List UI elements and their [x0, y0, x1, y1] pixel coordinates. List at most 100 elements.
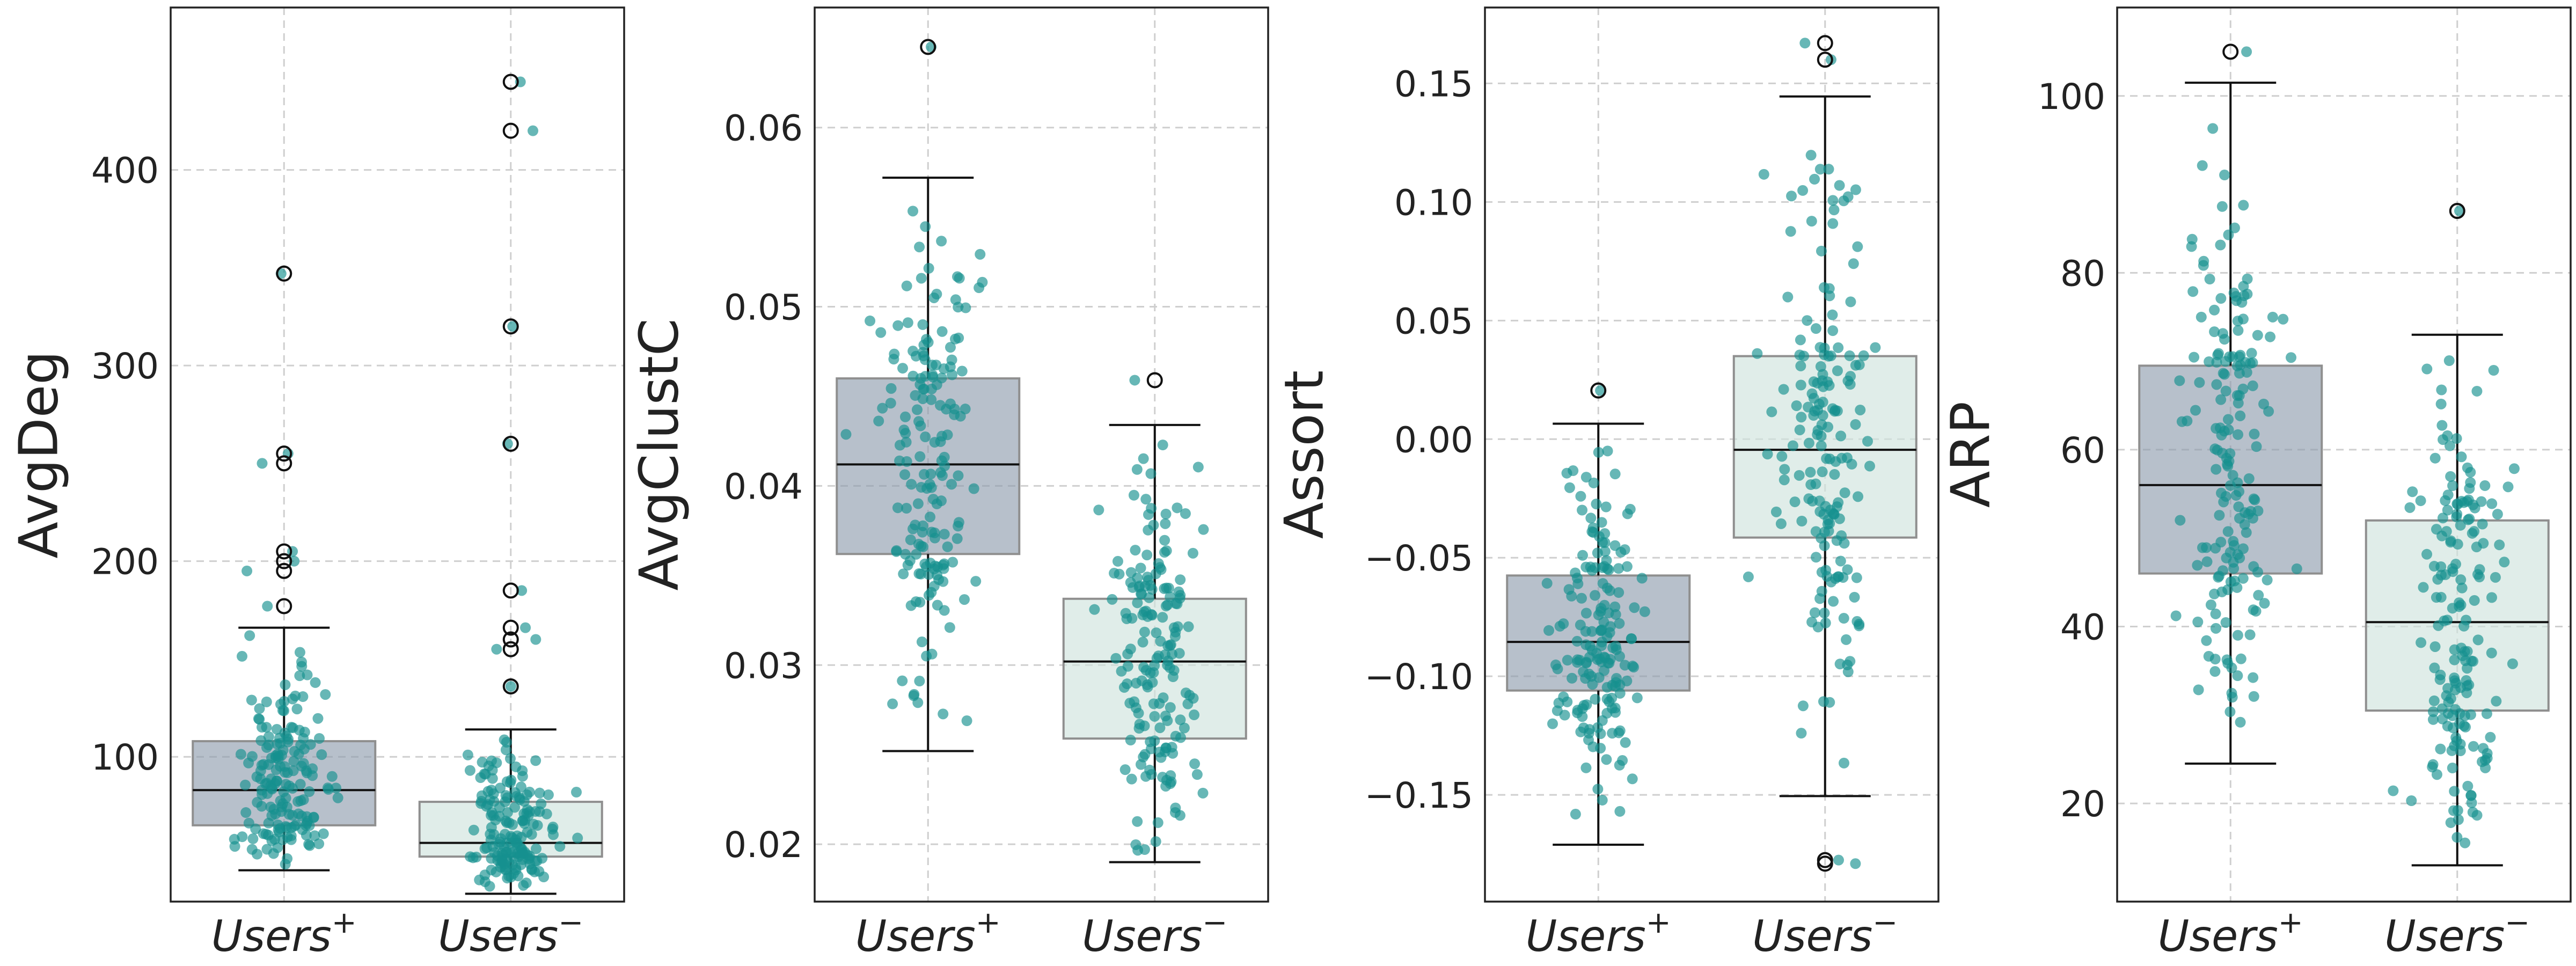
data-point: [1827, 309, 1838, 320]
outlier-marker: [276, 598, 292, 614]
data-point: [1825, 350, 1836, 362]
outlier-marker: [276, 543, 292, 560]
data-point: [235, 749, 246, 760]
data-point: [1829, 406, 1840, 417]
data-point: [2197, 160, 2208, 171]
data-point: [2478, 538, 2489, 549]
data-point: [2454, 206, 2465, 217]
x-tick-label: Users−: [2384, 905, 2530, 961]
data-point: [961, 715, 972, 727]
data-point: [1835, 430, 1847, 442]
data-point: [1814, 342, 1826, 353]
data-point: [2436, 384, 2447, 396]
data-point: [1817, 466, 1828, 478]
data-point: [1543, 625, 1555, 636]
data-point: [571, 787, 582, 798]
data-point: [2207, 123, 2219, 134]
data-point: [313, 838, 325, 850]
y-tick-label: 0.15: [1394, 63, 1473, 105]
data-point: [2238, 200, 2249, 211]
data-point: [1597, 578, 1608, 589]
data-point: [1175, 590, 1186, 601]
data-point: [1575, 491, 1586, 502]
data-point: [2438, 434, 2449, 445]
data-point: [936, 455, 947, 466]
data-point: [538, 872, 550, 883]
data-point: [1160, 518, 1171, 529]
data-point: [914, 451, 926, 462]
data-point: [2197, 542, 2208, 553]
data-point: [2234, 552, 2245, 564]
data-point: [332, 792, 343, 803]
chart-panel-arp: 20 40 60 80 100 Users+ Users− ARP: [1940, 6, 2572, 961]
data-point: [1631, 692, 1643, 704]
data-point: [926, 648, 938, 660]
y-tick-label: 200: [91, 541, 159, 583]
data-point: [1626, 633, 1637, 644]
data-point: [302, 669, 313, 680]
data-point: [280, 679, 291, 690]
data-point: [271, 723, 282, 735]
data-point: [272, 842, 283, 853]
data-point: [2229, 575, 2240, 587]
data-point: [900, 548, 911, 560]
data-point: [1598, 617, 1609, 628]
data-point: [885, 383, 897, 394]
data-point: [2230, 490, 2242, 501]
data-point: [2431, 524, 2442, 535]
data-point: [273, 753, 284, 765]
data-point: [1572, 705, 1583, 716]
data-point: [287, 782, 298, 794]
data-point: [501, 737, 512, 748]
data-point: [1595, 743, 1606, 754]
data-point: [1797, 700, 1809, 712]
data-point: [1587, 679, 1598, 690]
data-point: [1187, 547, 1198, 559]
data-point: [526, 829, 537, 840]
data-point: [916, 273, 927, 284]
data-point: [2486, 647, 2497, 658]
data-point: [908, 370, 919, 382]
data-point: [2198, 260, 2209, 271]
data-point: [2170, 610, 2182, 621]
data-point: [923, 262, 934, 274]
data-point: [1849, 591, 1860, 603]
data-point: [547, 822, 559, 833]
y-tick-label: 0.05: [724, 287, 803, 328]
data-point: [2218, 368, 2229, 379]
data-point: [2210, 623, 2221, 634]
data-point: [1157, 772, 1168, 783]
data-point: [2490, 572, 2501, 583]
data-point: [304, 786, 315, 797]
data-point: [2263, 406, 2274, 417]
data-point: [947, 557, 958, 568]
data-point: [2174, 375, 2185, 386]
data-point: [504, 753, 516, 764]
data-point: [2451, 433, 2462, 444]
data-point: [2492, 509, 2503, 520]
data-point: [1817, 397, 1828, 408]
data-point: [2468, 741, 2479, 752]
outlier-marker: [276, 562, 292, 579]
data-point: [2446, 745, 2457, 756]
data-point: [257, 458, 268, 469]
data-point: [2451, 498, 2463, 509]
data-point: [944, 622, 955, 633]
data-point: [1602, 445, 1613, 457]
data-point: [2499, 557, 2510, 568]
data-point: [246, 694, 257, 706]
data-point: [1595, 606, 1606, 617]
data-point: [1129, 375, 1140, 386]
data-point: [920, 431, 931, 443]
data-point: [243, 757, 254, 769]
data-point: [920, 221, 931, 232]
outlier-marker: [1146, 372, 1163, 389]
data-point: [2224, 351, 2235, 362]
data-point: [1552, 663, 1563, 675]
data-point: [1570, 809, 1581, 820]
data-point: [898, 568, 909, 580]
data-point: [2204, 274, 2215, 285]
data-point: [462, 749, 473, 760]
data-point: [2222, 658, 2234, 669]
data-point: [2232, 670, 2243, 682]
